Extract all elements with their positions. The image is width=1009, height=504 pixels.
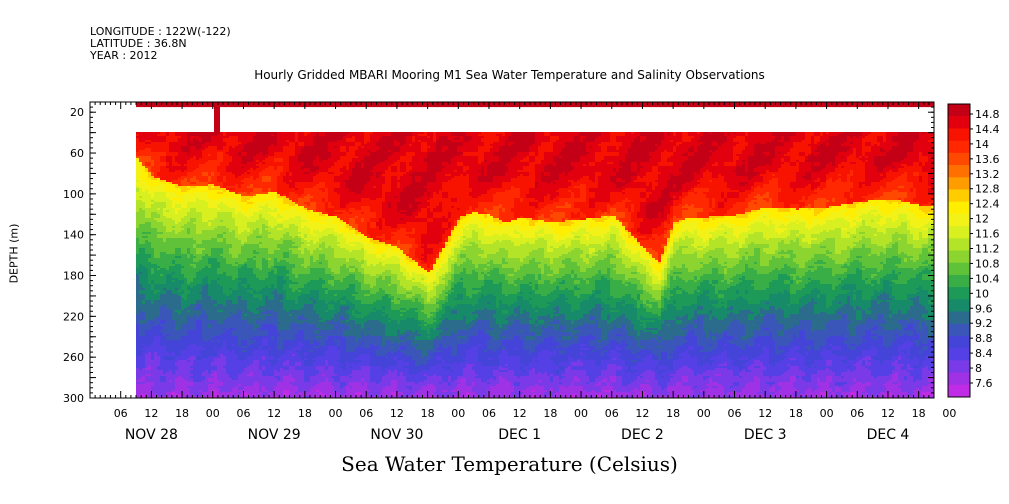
x-day-label: DEC 1 bbox=[498, 427, 541, 443]
colorbar-segment bbox=[948, 360, 970, 373]
colorbar-label: 10.8 bbox=[975, 257, 1000, 270]
x-hour-tick-label: 12 bbox=[758, 407, 772, 420]
x-hour-tick-label: 12 bbox=[635, 407, 649, 420]
x-hour-tick-label: 18 bbox=[175, 407, 189, 420]
colorbar-segment bbox=[948, 336, 970, 349]
y-tick-label: 260 bbox=[63, 351, 84, 364]
colorbar-segment bbox=[948, 104, 970, 117]
colorbar-label: 14.8 bbox=[975, 108, 1000, 121]
x-hour-tick-label: 06 bbox=[236, 407, 250, 420]
x-hour-tick-label: 12 bbox=[144, 407, 158, 420]
x-hour-tick-label: 06 bbox=[605, 407, 619, 420]
x-hour-tick-label: 12 bbox=[390, 407, 404, 420]
colorbar-segment bbox=[948, 165, 970, 178]
x-day-label: DEC 4 bbox=[867, 427, 910, 443]
x-hour-tick-label: 12 bbox=[881, 407, 895, 420]
colorbar-segment bbox=[948, 226, 970, 239]
x-hour-tick-label: 18 bbox=[912, 407, 926, 420]
y-tick-label: 20 bbox=[70, 106, 84, 119]
colorbar-segment bbox=[948, 177, 970, 190]
x-hour-tick-label: 00 bbox=[206, 407, 220, 420]
colorbar-label: 8.8 bbox=[975, 332, 993, 345]
y-tick-label: 300 bbox=[63, 392, 84, 405]
colorbar-segment bbox=[948, 287, 970, 300]
colorbar-label: 7.6 bbox=[975, 377, 993, 390]
colorbar-segment bbox=[948, 348, 970, 361]
colorbar-segment bbox=[948, 275, 970, 288]
x-hour-tick-label: 06 bbox=[482, 407, 496, 420]
x-hour-tick-label: 18 bbox=[421, 407, 435, 420]
colorbar-label: 11.6 bbox=[975, 228, 1000, 241]
y-tick-label: 220 bbox=[63, 310, 84, 323]
x-day-label: DEC 2 bbox=[621, 427, 664, 443]
y-tick-label: 60 bbox=[70, 147, 84, 160]
x-hour-tick-label: 00 bbox=[574, 407, 588, 420]
colorbar-label: 9.2 bbox=[975, 317, 993, 330]
colorbar-segment bbox=[948, 214, 970, 227]
colorbar-segment bbox=[948, 153, 970, 166]
x-day-label: NOV 29 bbox=[248, 427, 301, 443]
colorbar-segment bbox=[948, 263, 970, 276]
x-day-label: DEC 3 bbox=[744, 427, 787, 443]
x-hour-tick-label: 06 bbox=[850, 407, 864, 420]
colorbar-label: 8.4 bbox=[975, 347, 993, 360]
colorbar-label: 13.2 bbox=[975, 168, 1000, 181]
y-tick-label: 100 bbox=[63, 188, 84, 201]
colorbar-label: 14.4 bbox=[975, 123, 1000, 136]
colorbar-segment bbox=[948, 373, 970, 386]
colorbar-segment bbox=[948, 385, 970, 398]
colorbar-label: 12.8 bbox=[975, 183, 1000, 196]
colorbar-segment bbox=[948, 128, 970, 141]
colorbar-segment bbox=[948, 251, 970, 264]
x-hour-tick-label: 06 bbox=[114, 407, 128, 420]
y-tick-label: 180 bbox=[63, 270, 84, 283]
x-hour-tick-label: 00 bbox=[942, 407, 956, 420]
x-hour-tick-label: 00 bbox=[697, 407, 711, 420]
x-hour-tick-label: 12 bbox=[513, 407, 527, 420]
colorbar-label: 13.6 bbox=[975, 153, 1000, 166]
colorbar-label: 11.2 bbox=[975, 243, 1000, 256]
x-hour-tick-label: 18 bbox=[543, 407, 557, 420]
x-day-label: NOV 28 bbox=[125, 427, 178, 443]
x-hour-tick-label: 18 bbox=[789, 407, 803, 420]
colorbar-label: 10.4 bbox=[975, 272, 1000, 285]
colorbar-label: 9.6 bbox=[975, 302, 993, 315]
x-hour-tick-label: 18 bbox=[298, 407, 312, 420]
colorbar-label: 8 bbox=[975, 362, 982, 375]
colorbar-label: 12.4 bbox=[975, 198, 1000, 211]
x-hour-tick-label: 00 bbox=[451, 407, 465, 420]
colorbar-segment bbox=[948, 238, 970, 251]
colorbar-segment bbox=[948, 299, 970, 312]
colorbar-label: 12 bbox=[975, 213, 989, 226]
surface-sensor-column bbox=[214, 102, 220, 133]
y-tick-label: 140 bbox=[63, 229, 84, 242]
x-hour-tick-label: 06 bbox=[728, 407, 742, 420]
colorbar-segment bbox=[948, 141, 970, 154]
colorbar-segment bbox=[948, 189, 970, 202]
colorbar-segment bbox=[948, 324, 970, 337]
colorbar-label: 10 bbox=[975, 287, 989, 300]
x-hour-tick-label: 18 bbox=[666, 407, 680, 420]
x-hour-tick-label: 12 bbox=[267, 407, 281, 420]
x-hour-tick-label: 00 bbox=[329, 407, 343, 420]
colorbar-segment bbox=[948, 312, 970, 325]
x-day-label: NOV 30 bbox=[370, 427, 423, 443]
x-hour-tick-label: 00 bbox=[820, 407, 834, 420]
colorbar-label: 14 bbox=[975, 138, 989, 151]
x-hour-tick-label: 06 bbox=[359, 407, 373, 420]
colorbar-segment bbox=[948, 202, 970, 215]
colorbar-segment bbox=[948, 116, 970, 129]
